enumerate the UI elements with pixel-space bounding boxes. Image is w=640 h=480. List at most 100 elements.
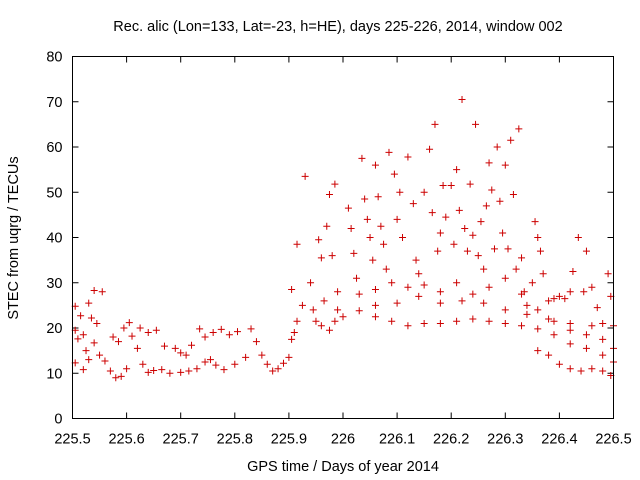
data-point (288, 286, 296, 294)
x-axis-label: GPS time / Days of year 2014 (247, 459, 439, 475)
data-point (388, 279, 396, 287)
data-point (247, 325, 255, 333)
data-point (455, 206, 463, 214)
data-point (566, 288, 574, 296)
data-point (350, 249, 358, 257)
data-point (201, 333, 209, 341)
y-axis-ticks: 0 10 20 30 40 50 60 70 80 (46, 50, 614, 428)
data-point (415, 292, 423, 300)
data-point (112, 374, 120, 382)
data-point (550, 331, 558, 339)
y-tick-label: 50 (46, 185, 62, 201)
data-point (82, 347, 90, 355)
data-point (477, 218, 485, 226)
data-point (182, 351, 190, 359)
y-tick-label: 10 (46, 366, 62, 382)
data-point (412, 256, 420, 264)
data-point (334, 288, 342, 296)
data-point (323, 222, 331, 230)
data-point (415, 270, 423, 278)
data-point (545, 297, 553, 305)
data-point (580, 288, 588, 296)
data-point (531, 218, 539, 226)
y-tick-label: 40 (46, 231, 62, 247)
data-point (152, 326, 160, 334)
data-point (125, 319, 133, 327)
data-point (325, 326, 333, 334)
data-point (501, 306, 509, 314)
data-point (434, 247, 442, 255)
data-point (212, 361, 220, 369)
x-tick-label: 226 (331, 432, 355, 448)
data-point (504, 245, 512, 253)
data-point (382, 265, 390, 273)
data-point (588, 283, 596, 291)
data-point (426, 145, 434, 153)
data-point (331, 180, 339, 188)
data-point (482, 202, 490, 210)
data-point (582, 331, 590, 339)
data-point (420, 319, 428, 327)
data-point (144, 368, 152, 376)
data-point (98, 288, 106, 296)
data-point (582, 344, 590, 352)
data-point (309, 306, 317, 314)
data-point (358, 154, 366, 162)
data-point (536, 247, 544, 255)
data-point (469, 231, 477, 239)
data-point (366, 234, 374, 241)
data-point (501, 319, 509, 327)
data-point (79, 366, 87, 374)
data-point (371, 313, 379, 321)
data-point (588, 365, 596, 373)
data-point (128, 332, 136, 340)
data-point (466, 180, 474, 188)
data-point (390, 170, 398, 178)
y-axis-label: STEC from uqrg / TECUs (6, 156, 22, 319)
plot-frame (72, 56, 614, 419)
x-tick-label: 226.1 (379, 432, 415, 448)
data-point (472, 120, 480, 128)
data-point (550, 317, 558, 325)
data-point (301, 172, 309, 180)
data-point (393, 215, 401, 223)
data-point (371, 161, 379, 169)
data-point (485, 317, 493, 325)
x-tick-label: 226.3 (487, 432, 523, 448)
data-point (269, 367, 277, 375)
data-point (409, 200, 417, 208)
data-point (328, 252, 336, 260)
data-point (404, 322, 412, 330)
data-point (371, 301, 379, 309)
x-tick-label: 225.8 (217, 432, 253, 448)
data-point (588, 322, 596, 330)
data-point (518, 322, 526, 330)
data-point (201, 358, 209, 366)
data-point (447, 181, 455, 189)
data-point (371, 286, 379, 294)
data-point (288, 335, 296, 343)
data-point (488, 186, 496, 194)
data-point (196, 325, 204, 333)
data-point (361, 195, 369, 203)
data-point (450, 240, 458, 248)
data-point (569, 267, 577, 275)
x-tick-label: 225.9 (271, 432, 307, 448)
data-point (166, 369, 174, 377)
x-tick-label: 226.5 (595, 432, 631, 448)
data-point (436, 288, 444, 296)
data-point (331, 317, 339, 325)
data-point (334, 306, 342, 314)
data-point (518, 290, 526, 298)
data-point (263, 360, 271, 368)
data-point (388, 317, 396, 325)
data-point (377, 222, 385, 230)
data-point (234, 328, 242, 336)
data-point (436, 319, 444, 327)
data-point (290, 329, 298, 337)
data-point (604, 270, 612, 278)
data-point (566, 365, 574, 373)
data-point (439, 181, 447, 189)
data-point (420, 281, 428, 289)
